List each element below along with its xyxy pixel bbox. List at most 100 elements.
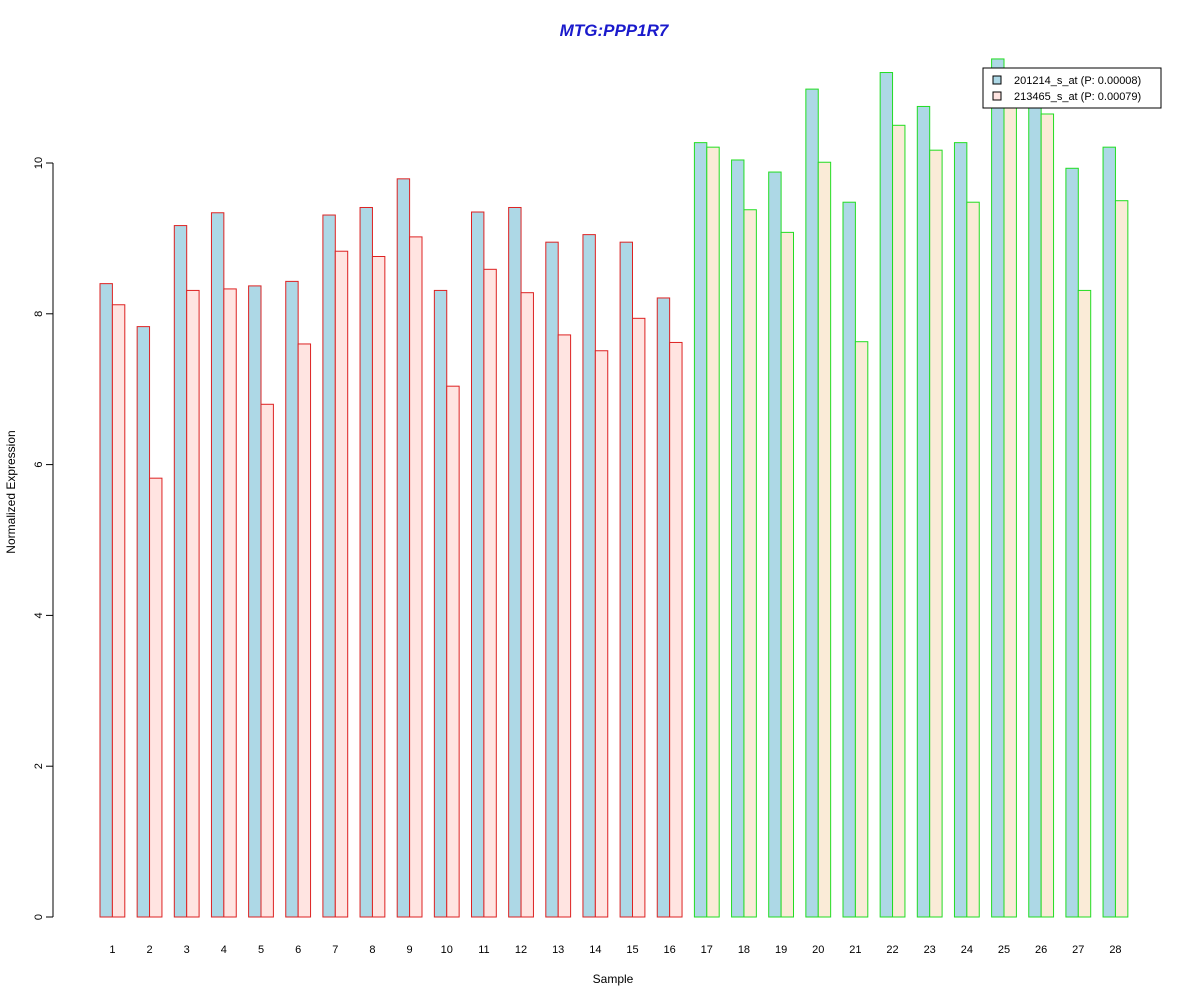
bar-201214-s-at: [210, 212, 225, 918]
bar-213465-s-at: [1114, 200, 1129, 918]
legend-swatch-2: [992, 91, 1002, 101]
bar-213465-s-at: [780, 231, 794, 918]
bar-213465-s-at: [706, 146, 720, 918]
y-tick-label: 2: [33, 763, 45, 769]
x-tick-label: 18: [738, 944, 750, 956]
x-axis-ticks: 1 2 3 4 5 6 7 8 9 10 11 12 13 14 15 16 17 18 19 20 21 22 23 24 2…: [109, 944, 1121, 956]
bar-213465-s-at: [149, 477, 163, 918]
bar-201214-s-at: [693, 142, 708, 918]
x-tick-label: 5: [258, 944, 264, 956]
bar-213465-s-at: [297, 343, 312, 918]
bar-201214-s-at: [471, 211, 485, 918]
x-tick-label: 11: [478, 944, 489, 956]
bar-201214-s-at: [916, 105, 931, 918]
bar-213465-s-at: [409, 236, 423, 918]
y-tick-label: 10: [33, 157, 45, 169]
bar-213465-s-at: [743, 209, 757, 918]
y-axis-label: Normalized Expression: [4, 430, 18, 553]
legend-swatch-1: [992, 75, 1002, 85]
x-tick-label: 14: [589, 944, 601, 956]
bar-213465-s-at: [520, 292, 534, 918]
y-axis: 0 2 4 6 8 10: [33, 157, 54, 920]
x-tick-label: 24: [961, 944, 973, 956]
bar-201214-s-at: [359, 206, 373, 918]
bar-201214-s-at: [619, 241, 633, 918]
y-tick-label: 4: [33, 612, 45, 618]
bar-201214-s-at: [582, 234, 596, 918]
y-tick-label: 0: [33, 914, 45, 920]
x-tick-label: 12: [515, 944, 527, 956]
legend-entry-2: 213465_s_at (P: 0.00079): [1014, 91, 1141, 103]
bar-213465-s-at: [892, 124, 906, 918]
bar-213465-s-at: [929, 149, 943, 918]
bar-201214-s-at: [248, 285, 262, 918]
bar-201214-s-at: [805, 88, 819, 918]
bar-201214-s-at: [1065, 167, 1079, 918]
bar-213465-s-at: [223, 288, 237, 918]
bar-213465-s-at: [966, 201, 980, 918]
bar-213465-s-at: [1077, 289, 1092, 918]
bar-213465-s-at: [669, 341, 683, 918]
x-tick-label: 15: [626, 944, 638, 956]
bar-213465-s-at: [186, 289, 200, 918]
bar-201214-s-at: [842, 201, 856, 918]
x-tick-label: 2: [146, 944, 152, 956]
bar-201214-s-at: [285, 280, 299, 918]
bar-201214-s-at: [731, 159, 745, 918]
bar-213465-s-at: [632, 317, 646, 918]
x-tick-label: 20: [812, 944, 824, 956]
chart-title: MTG:PPP1R7: [560, 21, 670, 40]
bar-201214-s-at: [656, 297, 671, 918]
bar-201214-s-at: [1028, 72, 1042, 918]
bar-201214-s-at: [991, 58, 1005, 918]
x-tick-label: 16: [664, 944, 676, 956]
bars: [99, 58, 1129, 918]
x-tick-label: 17: [701, 944, 713, 956]
x-tick-label: 1: [109, 944, 115, 956]
bar-213465-s-at: [854, 341, 869, 918]
x-tick-label: 4: [221, 944, 227, 956]
x-tick-label: 9: [407, 944, 413, 956]
legend: 201214_s_at (P: 0.00008) 213465_s_at (P:…: [982, 67, 1162, 109]
bar-213465-s-at: [557, 334, 572, 918]
bar-213465-s-at: [446, 385, 460, 918]
bar-213465-s-at: [1040, 113, 1055, 918]
bar-213465-s-at: [817, 161, 832, 918]
x-tick-label: 27: [1072, 944, 1084, 956]
x-axis-label: Sample: [593, 972, 634, 986]
x-tick-label: 13: [552, 944, 564, 956]
bar-213465-s-at: [1003, 87, 1017, 918]
y-tick-label: 6: [33, 462, 45, 468]
bar-213465-s-at: [334, 250, 349, 918]
x-tick-label: 25: [998, 944, 1010, 956]
bar-201214-s-at: [322, 214, 336, 918]
bar-201214-s-at: [173, 225, 188, 918]
bar-201214-s-at: [879, 72, 894, 918]
bar-201214-s-at: [1102, 146, 1116, 918]
bar-201214-s-at: [768, 171, 782, 918]
x-tick-label: 22: [886, 944, 898, 956]
bar-201214-s-at: [433, 289, 448, 918]
bar-213465-s-at: [260, 403, 274, 918]
bar-213465-s-at: [594, 350, 609, 918]
legend-entry-1: 201214_s_at (P: 0.00008): [1014, 75, 1141, 87]
x-tick-label: 6: [295, 944, 301, 956]
y-tick-label: 8: [33, 311, 45, 317]
bar-213465-s-at: [371, 255, 386, 918]
x-tick-label: 7: [332, 944, 338, 956]
bar-201214-s-at: [508, 206, 522, 918]
x-tick-label: 28: [1109, 944, 1121, 956]
bar-201214-s-at: [136, 326, 151, 918]
x-tick-label: 10: [441, 944, 453, 956]
x-tick-label: 19: [775, 944, 787, 956]
x-tick-label: 26: [1035, 944, 1047, 956]
bar-201214-s-at: [99, 283, 113, 918]
x-tick-label: 8: [369, 944, 375, 956]
legend-box: [982, 67, 1162, 109]
x-tick-label: 21: [849, 944, 861, 956]
bar-213465-s-at: [111, 304, 126, 918]
x-tick-label: 23: [924, 944, 936, 956]
x-tick-label: 3: [184, 944, 190, 956]
bar-201214-s-at: [396, 178, 411, 918]
